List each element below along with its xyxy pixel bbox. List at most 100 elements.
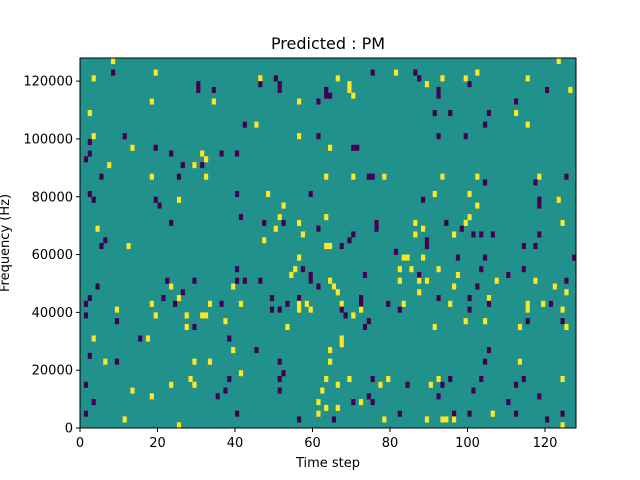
heatmap-cell (126, 243, 131, 250)
heatmap-cell (386, 300, 391, 307)
heatmap-cell (347, 86, 352, 93)
heatmap-cell (359, 300, 364, 307)
heatmap-cell (235, 277, 240, 284)
heatmap-cell (537, 173, 542, 180)
heatmap-cell (285, 300, 290, 307)
heatmap-cell (417, 289, 422, 296)
heatmap-cell (297, 416, 302, 423)
heatmap-cell (483, 318, 488, 325)
heatmap-cell (180, 162, 185, 169)
heatmap-cell (467, 190, 472, 198)
heatmap-cell (149, 300, 154, 307)
heatmap-cell (339, 300, 344, 307)
heatmap-cell (467, 410, 472, 417)
heatmap-cell (541, 300, 546, 307)
heatmap-cell (192, 381, 197, 388)
heatmap-cell (537, 231, 542, 238)
heatmap-cell (138, 335, 143, 342)
heatmap-cell (378, 381, 383, 388)
heatmap-cell (366, 173, 371, 180)
heatmap-cell (517, 358, 523, 365)
heatmap-cell (304, 300, 309, 307)
heatmap-cell (490, 410, 495, 417)
heatmap-cell (277, 81, 282, 88)
heatmap-cell (324, 243, 329, 250)
heatmap-cell (514, 98, 519, 105)
heatmap-cell (161, 295, 166, 302)
heatmap-cell (440, 381, 445, 388)
heatmap-cell (242, 277, 247, 284)
heatmap-cell (533, 179, 538, 186)
x-tick-label: 20 (149, 436, 166, 451)
heatmap-cell (103, 237, 108, 244)
heatmap-cell (351, 173, 356, 180)
heatmap-cell (424, 416, 430, 423)
heatmap-cell (424, 243, 430, 250)
y-tick-label: 20000 (32, 364, 73, 379)
heatmap-cell (386, 375, 391, 383)
heatmap-cell (87, 150, 92, 157)
heatmap-cell (114, 306, 120, 313)
heatmap-cell (91, 335, 96, 342)
heatmap-cell (223, 387, 228, 394)
heatmap-cell (87, 352, 92, 359)
heatmap-cell (351, 144, 356, 151)
heatmap-cell (448, 375, 453, 383)
heatmap-cell (417, 271, 422, 278)
heatmap-cell (521, 243, 526, 250)
x-tick-label: 0 (76, 436, 84, 451)
heatmap-cell (421, 225, 426, 232)
heatmap-cell (382, 173, 387, 180)
heatmap-cell (281, 219, 286, 226)
heatmap-cell (475, 173, 480, 180)
heatmap-cell (366, 318, 371, 325)
heatmap-cell (440, 416, 445, 423)
heatmap-cell (517, 323, 523, 331)
heatmap-cell (281, 370, 286, 377)
heatmap-cell (351, 399, 356, 406)
y-tick-label: 60000 (32, 248, 73, 263)
heatmap-cell (359, 295, 364, 302)
heatmap-cell (490, 231, 495, 238)
heatmap-cell (153, 144, 158, 151)
heatmap-cell (339, 341, 344, 348)
heatmap-cell (339, 306, 344, 313)
heatmap-cell (87, 138, 92, 146)
heatmap-cell (525, 306, 530, 313)
heatmap-cell (397, 410, 402, 417)
heatmap-cell (173, 300, 178, 307)
heatmap-cell (459, 225, 464, 232)
heatmap-cell (300, 266, 306, 273)
heatmap-cell (339, 335, 344, 342)
heatmap-cell (560, 318, 565, 325)
heatmap-cell (277, 358, 282, 365)
heatmap-cell (351, 231, 356, 238)
heatmap-cell (506, 271, 511, 278)
heatmap-cell (328, 358, 333, 365)
heatmap-cell (397, 306, 402, 313)
heatmap-cell (514, 110, 519, 117)
heatmap-cell (130, 387, 135, 394)
heatmap-cell (436, 375, 441, 383)
heatmap-cell (277, 306, 282, 313)
heatmap-cell (297, 300, 302, 307)
y-axis-label: Frequency (Hz) (0, 194, 13, 292)
heatmap-cell (204, 156, 209, 163)
heatmap-cell (300, 231, 306, 238)
heatmap-cell (409, 266, 414, 273)
heatmap-cell (467, 214, 472, 221)
x-tick-label: 60 (304, 436, 321, 451)
heatmap-cell (277, 387, 282, 394)
x-tick-label: 120 (533, 436, 558, 451)
heatmap-cell (479, 375, 484, 383)
heatmap-cell (153, 312, 158, 319)
heatmap-cell (114, 358, 120, 365)
chart-title: Predicted : PM (271, 34, 385, 53)
heatmap-cell (308, 271, 313, 278)
heatmap-cell (285, 323, 290, 331)
heatmap-cell (235, 266, 240, 273)
heatmap-cell (91, 75, 96, 82)
y-tick-label: 120000 (23, 75, 73, 90)
heatmap-cell (297, 133, 302, 140)
